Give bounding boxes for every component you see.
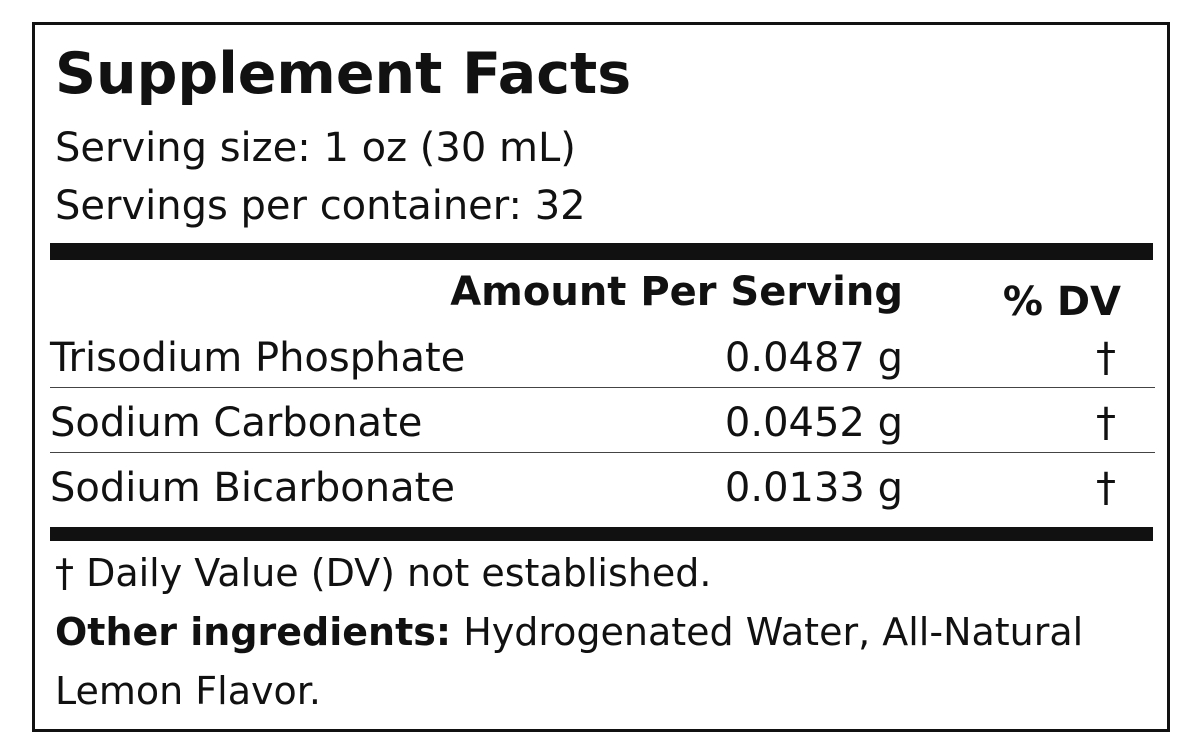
other-ingredients-text: Hydrogenated Water, All-Natural Lemon Fl… (55, 610, 1084, 713)
thick-rule (50, 527, 1153, 541)
amount-header: Amount Per Serving (450, 269, 903, 315)
thick-rule (50, 243, 1153, 260)
ingredient-name: Trisodium Phosphate (50, 335, 466, 381)
ingredient-dv: † (1096, 465, 1116, 511)
dv-header: % DV (1002, 279, 1121, 325)
row-divider (50, 452, 1155, 453)
footnote: † Daily Value (DV) not established. (55, 551, 712, 595)
title: Supplement Facts (55, 41, 632, 107)
ingredient-name: Sodium Bicarbonate (50, 465, 455, 511)
ingredient-name: Sodium Carbonate (50, 400, 423, 446)
serving-size: Serving size: 1 oz (30 mL) (55, 125, 576, 171)
ingredient-amount: 0.0452 g (724, 400, 903, 446)
label-border (32, 22, 1170, 732)
ingredient-dv: † (1096, 335, 1116, 381)
ingredient-dv: † (1096, 400, 1116, 446)
ingredient-amount: 0.0133 g (724, 465, 903, 511)
row-divider (50, 387, 1155, 388)
servings-per-container: Servings per container: 32 (55, 183, 586, 229)
other-ingredients-label: Other ingredients: (55, 610, 452, 654)
ingredient-amount: 0.0487 g (724, 335, 903, 381)
other-ingredients: Other ingredients: Hydrogenated Water, A… (55, 603, 1135, 721)
